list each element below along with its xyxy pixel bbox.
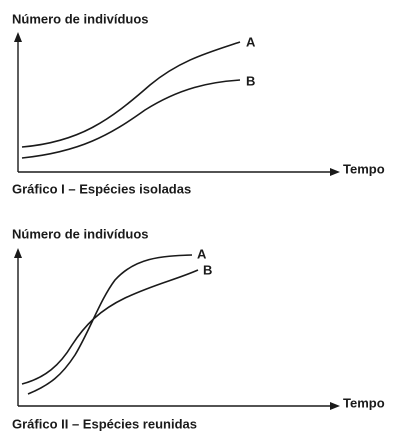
y-axis-label: Número de indivíduos [12,11,149,26]
curve-label: A [246,34,256,49]
curve-label: B [246,73,255,88]
x-arrow [330,402,340,410]
curve-a [21,41,241,148]
y-axis-label: Número de indivíduos [12,226,149,241]
curve-label: A [197,246,207,261]
curve-b [21,269,199,385]
x-axis-label: Tempo [343,395,385,410]
caption: Gráfico I – Espécies isoladas [12,181,191,196]
x-axis-label: Tempo [343,161,385,176]
y-arrow [14,248,22,258]
y-arrow [14,32,22,42]
curve-label: B [203,262,212,277]
x-arrow [330,168,340,176]
curve-a [27,254,193,395]
curve-b [21,79,241,159]
caption: Gráfico II – Espécies reunidas [12,416,197,431]
